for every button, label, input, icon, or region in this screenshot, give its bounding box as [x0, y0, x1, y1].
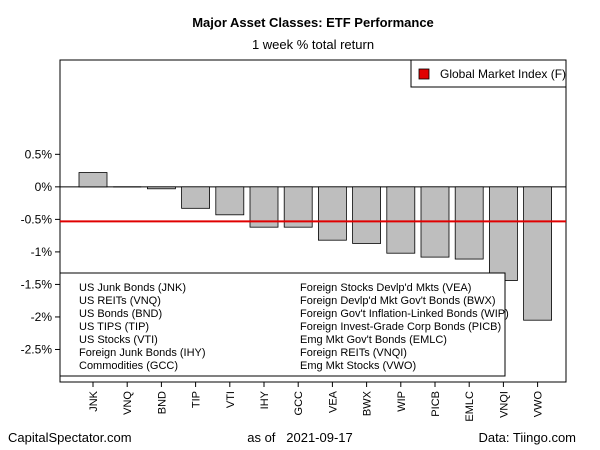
y-tick-label: -1.5%	[21, 277, 53, 291]
x-tick-label: TIP	[191, 391, 203, 408]
footer-data-credit: Data: Tiingo.com	[478, 430, 576, 445]
ticker-key: US Junk Bonds (JNK)US REITs (VNQ)US Bond…	[59, 272, 509, 377]
x-tick-label: JNK	[88, 390, 100, 411]
ticker-key-entry: Commodities (GCC)	[79, 360, 178, 372]
ticker-key-entry: Foreign Gov't Inflation-Linked Bonds (WI…	[300, 308, 509, 320]
ticker-key-entry: Foreign Devlp'd Mkt Gov't Bonds (BWX)	[300, 295, 496, 307]
bar-vwo	[523, 186, 552, 321]
bar-vti	[215, 186, 245, 216]
ticker-key-entry: US Bonds (BND)	[79, 308, 162, 320]
footer-source-site: CapitalSpectator.com	[8, 430, 132, 445]
x-tick-label: BND	[156, 391, 168, 414]
bar-bwx	[352, 186, 382, 244]
ticker-key-left-column: US Junk Bonds (JNK)US REITs (VNQ)US Bond…	[79, 282, 206, 372]
ticker-key-entry: Foreign Invest-Grade Corp Bonds (PICB)	[300, 321, 501, 333]
y-tick-label: -2%	[31, 310, 53, 324]
ticker-key-entry: US Junk Bonds (JNK)	[79, 282, 186, 294]
footer-date: as of 2021-09-17	[247, 430, 353, 445]
x-tick-label: VWO	[533, 391, 545, 418]
ticker-key-box	[59, 272, 506, 377]
y-tick-label: 0%	[35, 180, 53, 194]
bars	[60, 172, 566, 321]
legend-box	[410, 59, 567, 88]
x-tick-label: EMLC	[464, 391, 476, 422]
bar-wip	[386, 186, 416, 254]
bar-bnd	[146, 186, 176, 190]
ticker-key-entry: Emg Mkt Gov't Bonds (EMLC)	[300, 334, 447, 346]
bar-vnqi	[488, 186, 518, 281]
legend: Global Market Index (F)	[410, 59, 567, 88]
ticker-key-entry: US TIPS (TIP)	[79, 321, 149, 333]
x-tick-label: VNQ	[122, 391, 134, 415]
chart-title: Major Asset Classes: ETF Performance	[192, 15, 434, 30]
y-tick-label: 0.5%	[25, 147, 53, 161]
bar-vea	[317, 186, 347, 241]
x-tick-label: PICB	[430, 391, 442, 417]
ticker-key-entry: US REITs (VNQ)	[79, 295, 161, 307]
ticker-key-entry: Emg Mkt Stocks (VWO)	[300, 360, 416, 372]
ticker-key-entry: US Stocks (VTI)	[79, 334, 158, 346]
x-axis: JNK VNQ BND TIP VTI IHY GCC VEA BWX WIP PICB EMLC VN…	[88, 382, 545, 422]
y-tick-label: -2.5%	[21, 342, 53, 356]
legend-swatch	[418, 68, 430, 80]
x-tick-label: IHY	[259, 390, 271, 409]
x-tick-label: VNQI	[498, 391, 510, 418]
x-tick-label: VTI	[225, 391, 237, 408]
x-tick-label: WIP	[396, 391, 408, 412]
bar-emlc	[454, 186, 484, 260]
y-tick-label: -1%	[31, 245, 53, 259]
ticker-key-entry: Foreign Stocks Devlp'd Mkts (VEA)	[300, 282, 471, 294]
x-tick-label: GCC	[293, 391, 305, 416]
ticker-key-right-column: Foreign Stocks Devlp'd Mkts (VEA)Foreign…	[300, 282, 509, 372]
ticker-key-entry: Foreign REITs (VNQI)	[300, 347, 407, 359]
chart-subtitle: 1 week % total return	[252, 37, 374, 52]
x-tick-label: VEA	[327, 390, 339, 413]
y-axis: 0.5% 0% -0.5% -1% -1.5% -2% -2.5%	[21, 147, 60, 356]
y-tick-label: -0.5%	[21, 212, 53, 226]
ticker-key-entry: Foreign Junk Bonds (IHY)	[79, 347, 206, 359]
x-tick-label: BWX	[362, 390, 374, 416]
bar-tip	[181, 186, 211, 209]
bar-jnk	[78, 172, 108, 188]
legend-label: Global Market Index (F)	[440, 67, 566, 81]
